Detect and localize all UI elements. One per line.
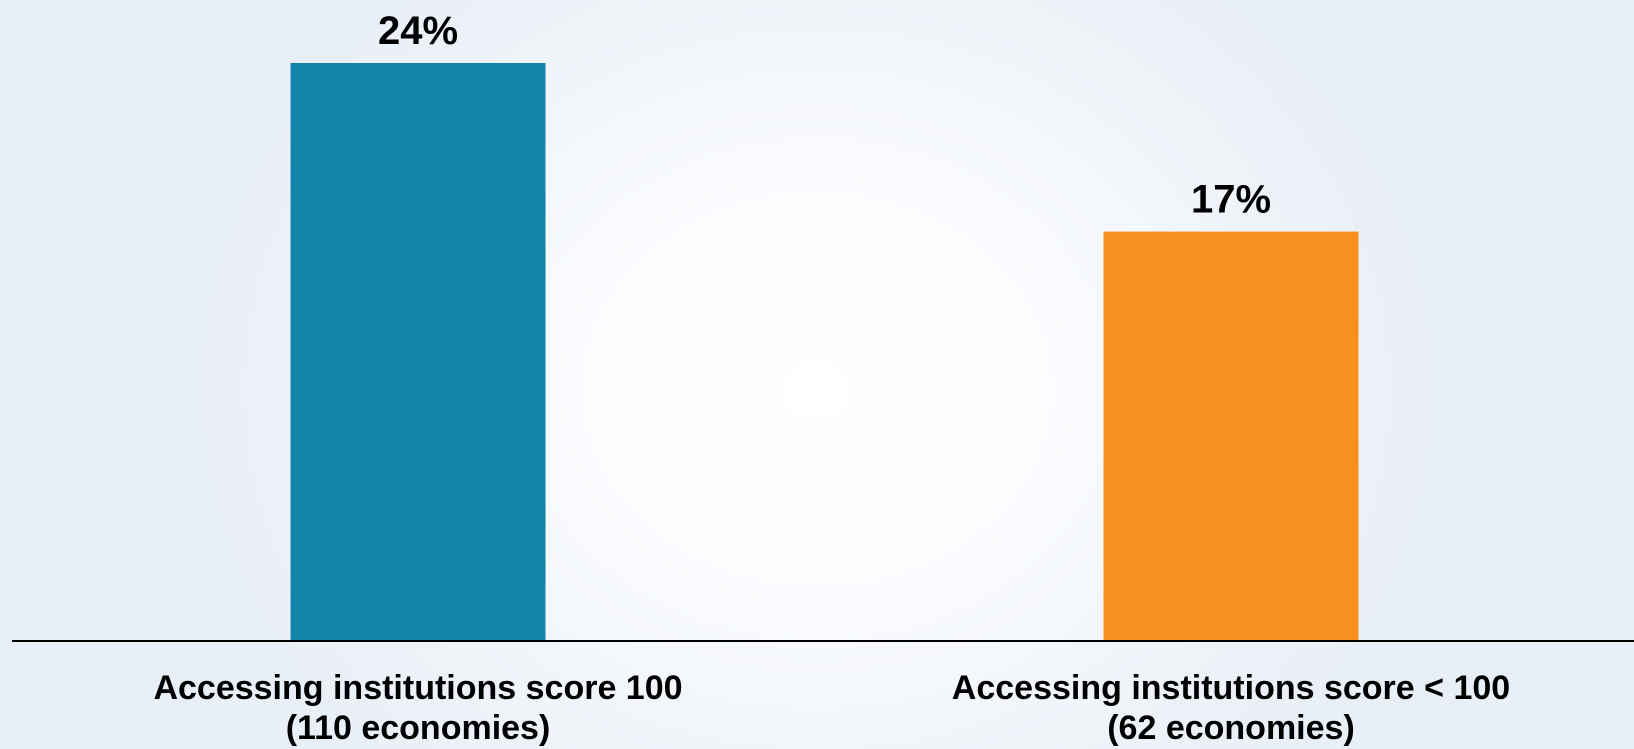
data-label-2: 17% bbox=[1191, 178, 1271, 222]
labels-group: 24% Accessing institutions score 100(110 … bbox=[153, 9, 1510, 747]
bar-2 bbox=[1103, 231, 1359, 642]
category-label-2-line-2: (62 economies) bbox=[1107, 709, 1355, 747]
category-label-2-line-1: Accessing institutions score < 100 bbox=[952, 669, 1510, 707]
data-label-1: 24% bbox=[378, 9, 458, 53]
category-label-1-line-2: (110 economies) bbox=[286, 709, 551, 747]
bar-1 bbox=[290, 63, 546, 641]
category-label-1-line-1: Accessing institutions score 100 bbox=[153, 669, 682, 707]
bars-group bbox=[290, 63, 1359, 642]
